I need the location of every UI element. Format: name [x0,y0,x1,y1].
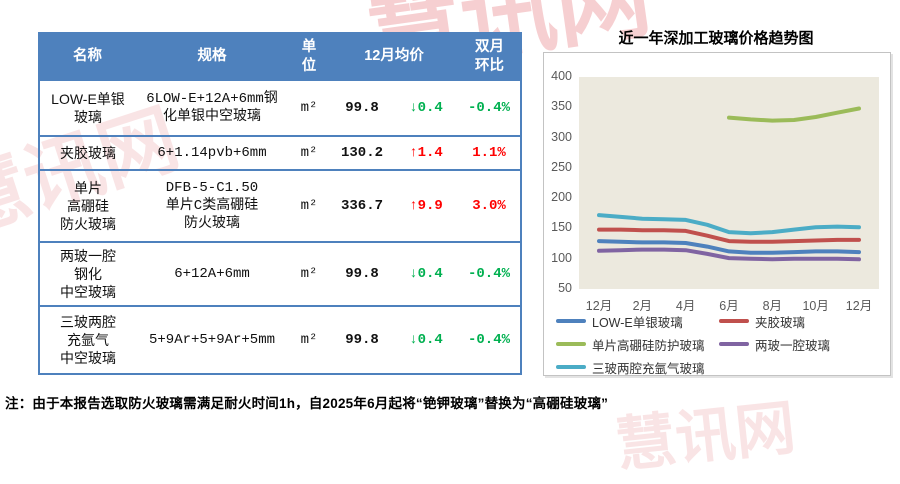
price-cell: 130.2 [330,135,394,171]
y-axis-label: 400 [551,69,572,83]
spec-cell: 5+9Ar+5+9Ar+5mm [136,305,288,375]
chg-cell: ↓0.4 [394,79,459,137]
header-name: 名称 [38,32,137,81]
x-axis-label: 12月 [845,299,873,313]
legend-swatch [556,365,586,369]
x-axis-label: 4月 [675,299,696,313]
legend-label: 单片高硼硅防护玻璃 [592,338,705,353]
chart-plot [597,106,861,262]
x-axis-label: 2月 [632,299,653,313]
x-axis-label: 8月 [762,299,783,313]
price-cell: 99.8 [330,79,394,137]
spec-cell: DFB-5-C1.50 单片C类高硼硅 防火玻璃 [136,169,288,243]
legend-item: 单片高硼硅防护玻璃 [556,334,719,354]
legend-swatch [556,342,586,346]
mom-cell: -0.4% [458,241,522,307]
y-axis-label: 150 [551,220,572,235]
spec-cell: 6LOW-E+12A+6mm钢 化单银中空玻璃 [136,79,288,137]
spec-cell: 6+12A+6mm [136,241,288,307]
watermark: 慧讯网 [612,393,799,480]
unit-cell: m² [288,241,330,307]
name-cell: 三玻两腔 充氩气 中空玻璃 [39,305,136,375]
y-axis-label: 50 [558,281,572,295]
y-axis-label: 100 [551,250,572,265]
series-line-0 [597,239,861,255]
header-unit: 单 位 [287,32,331,81]
y-axis-label: 250 [551,159,572,174]
chg-cell: ↓0.4 [394,241,459,307]
name-cell: 两玻一腔 钢化 中空玻璃 [39,241,136,307]
x-axis-label: 10月 [802,299,829,313]
legend-item: 夹胶玻璃 [719,311,882,331]
chart-card: LOW-E单银玻璃 夹胶玻璃单片高硼硅防护玻璃 两玻一腔玻璃三玻两腔充氩气玻璃 40… [543,52,891,376]
chg-cell: ↑9.9 [394,169,459,243]
chg-cell: ↓0.4 [394,305,459,375]
name-cell: 单片 高硼硅 防火玻璃 [39,169,136,243]
series-line-4 [597,213,861,236]
x-axis-label: 6月 [719,299,739,313]
legend-label: 三玻两腔充氩气玻璃 [592,361,705,376]
header-price: 12月均价 [328,32,460,81]
mom-cell: -0.4% [458,79,522,137]
chg-cell: ↑1.4 [394,135,459,171]
legend-label: 夹胶玻璃 [755,315,806,330]
mom-cell: -0.4% [458,305,522,375]
legend-swatch [719,342,749,346]
unit-cell: m² [288,305,330,375]
price-cell: 99.8 [330,241,394,307]
y-axis-label: 350 [551,99,572,114]
table-row: 夹胶玻璃 6+1.14pvb+6mm m² 130.2 ↑1.4 1.1% [39,135,522,171]
header-spec: 规格 [135,32,289,81]
legend-item: LOW-E单银玻璃 [556,311,719,331]
legend-swatch [719,319,749,323]
legend-item: 三玻两腔充氩气玻璃 [556,357,719,377]
price-cell: 99.8 [330,305,394,375]
y-axis-label: 300 [551,129,572,144]
series-line-1 [597,227,861,244]
x-axis-label: 12月 [585,299,613,313]
chart-title: 近一年深加工玻璃价格趋势图 [618,30,814,47]
header-mom: 双月 环比 [457,32,523,81]
legend-label: LOW-E单银玻璃 [592,315,683,330]
table-body: LOW-E单银 玻璃 6LOW-E+12A+6mm钢 化单银中空玻璃 m² 99.8 ↓… [39,79,522,375]
name-cell: LOW-E单银 玻璃 [39,79,136,137]
legend-label: 两玻一腔玻璃 [755,338,831,353]
table-row: 单片 高硼硅 防火玻璃 DFB-5-C1.50 单片C类高硼硅 防火玻璃 m² 336… [39,169,522,243]
y-axis-label: 200 [551,190,572,205]
table-row: LOW-E单银 玻璃 6LOW-E+12A+6mm钢 化单银中空玻璃 m² 99.8 ↓… [39,79,522,137]
chart-legend: LOW-E单银玻璃 夹胶玻璃单片高硼硅防护玻璃 两玻一腔玻璃三玻两腔充氩气玻璃 [556,311,882,377]
price-table: 名称 规格 单 位 12月均价 双月 环比 LOW-E单银 玻璃 6LOW-E+1… [38,32,523,375]
legend-item: 两玻一腔玻璃 [719,334,882,354]
series-line-2 [727,106,861,123]
unit-cell: m² [288,169,330,243]
mom-cell: 1.1% [458,135,522,171]
unit-cell: m² [288,135,330,171]
note-text: 注：由于本报告选取防火玻璃需满足耐火时间1h，自2025年6月起将“铯钾玻璃”替… [5,396,609,411]
price-cell: 336.7 [330,169,394,243]
mom-cell: 3.0% [458,169,522,243]
table-row: 两玻一腔 钢化 中空玻璃 6+12A+6mm m² 99.8 ↓0.4 -0.4% [39,241,522,307]
unit-cell: m² [288,79,330,137]
name-cell: 夹胶玻璃 [39,135,136,171]
spec-cell: 6+1.14pvb+6mm [136,135,288,171]
table-header-row: 名称 规格 单 位 12月均价 双月 环比 [38,32,523,81]
series-line-3 [597,247,861,262]
table-row: 三玻两腔 充氩气 中空玻璃 5+9Ar+5+9Ar+5mm m² 99.8 ↓0.4 -0… [39,305,522,375]
legend-swatch [556,319,586,323]
